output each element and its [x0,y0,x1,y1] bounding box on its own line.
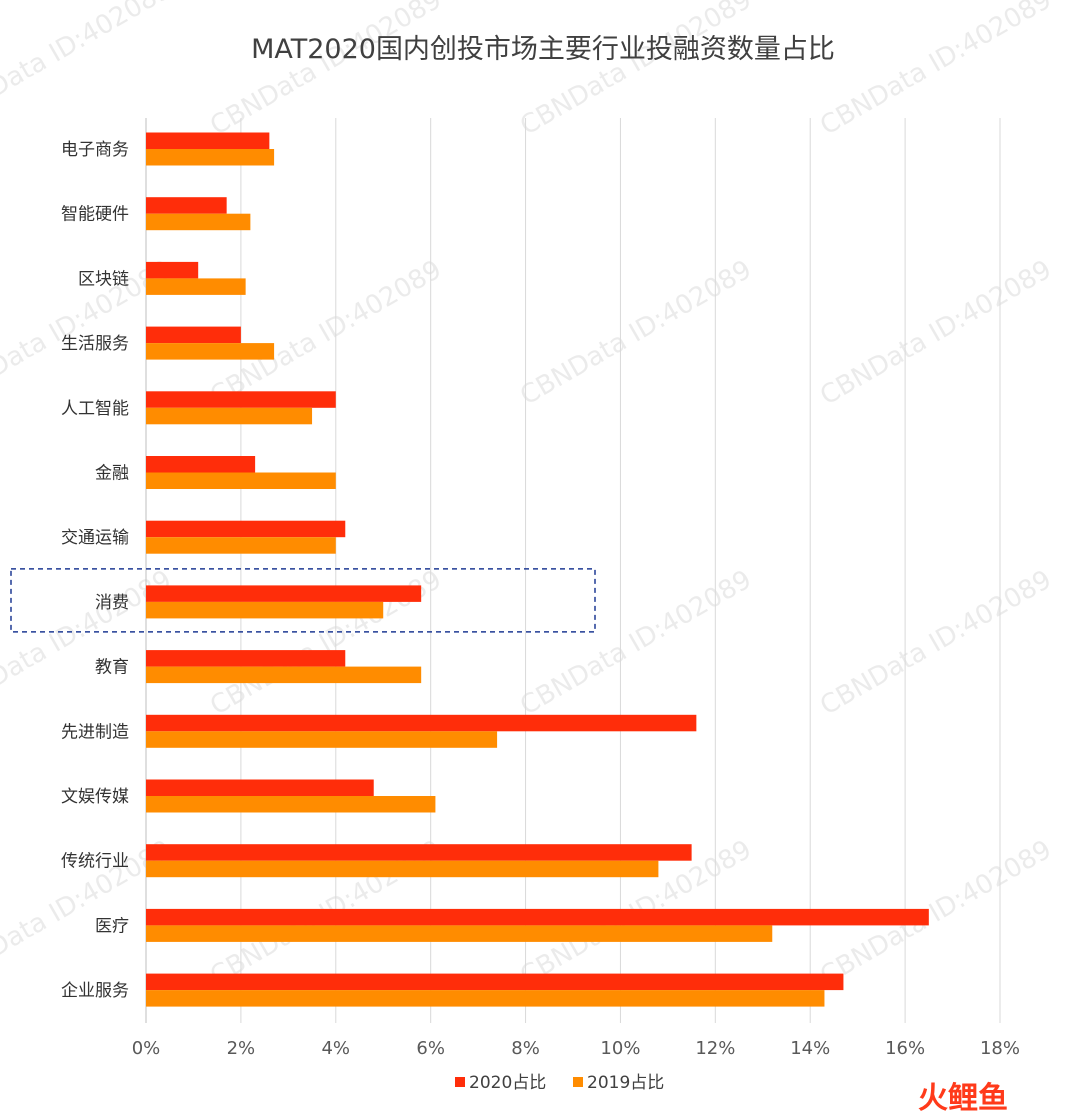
category-label: 消费 [95,593,129,613]
bar-2019 [146,731,498,748]
x-tick-label: 4% [321,1038,350,1059]
bar-2019 [146,666,422,684]
bar-2019 [146,796,436,813]
bar-2020 [146,520,346,538]
category-label: 生活服务 [61,334,129,354]
watermark-text: CBNData ID:402089 [0,0,177,131]
bar-2019 [146,925,773,942]
bar-2020 [146,326,241,344]
bar-2019 [146,278,246,295]
x-tick-label: 8% [511,1038,540,1059]
bar-2019 [146,860,659,878]
watermark-text: CBNData ID:402089 [815,0,1056,141]
chart-title: MAT2020国内创投市场主要行业投融资数量占比 [251,34,835,65]
x-tick-label: 14% [790,1038,830,1059]
bar-2019 [146,343,275,360]
bar-2020 [146,261,199,279]
x-tick-label: 2% [227,1038,256,1059]
watermark-text: CBNData ID:402089 [205,0,446,141]
bar-2020 [146,456,256,473]
x-tick-label: 18% [980,1038,1020,1059]
bar-2019 [146,601,384,619]
category-labels: 电子商务智能硬件区块链生活服务人工智能金融交通运输消费教育先进制造文娱传媒传统行… [61,140,129,1001]
category-label: 智能硬件 [61,205,129,225]
watermark-text: CBNData ID:402089 [515,255,756,412]
category-label: 传统行业 [61,852,129,872]
watermark-text: CBNData ID:402089 [815,565,1056,722]
bar-2020 [146,132,270,149]
bar-2019 [146,472,336,489]
bar-2019 [146,537,336,554]
watermark-text: CBNData ID:402089 [205,255,446,412]
gridlines [145,118,1001,1023]
bar-2020 [146,585,422,602]
bar-2020 [146,391,336,408]
watermark-text: CBNData ID:402089 [515,0,756,141]
bar-2020 [146,650,346,667]
bar-2020 [146,779,374,796]
category-label: 企业服务 [61,981,129,1001]
bar-2020 [146,973,844,991]
x-tick-label: 6% [416,1038,445,1059]
x-tick-label: 10% [600,1038,640,1059]
category-label: 文娱传媒 [61,787,129,807]
legend-label-2019: 2019占比 [587,1073,664,1093]
bar-2019 [146,149,275,166]
legend-swatch-2020 [455,1077,465,1087]
bar-2020 [146,197,227,214]
legend-swatch-2019 [573,1077,583,1087]
watermark-text: CBNData ID:402089 [815,255,1056,412]
x-axis-ticks: 0% 2% 4% 6% 8% 10% 12% 14% 16% 18% [132,1038,1020,1059]
watermark-text: CBNData ID:402089 [515,565,756,722]
x-tick-label: 12% [695,1038,735,1059]
bar-2019 [146,407,313,425]
category-label: 区块链 [78,269,129,289]
bar-2020 [146,908,929,926]
bar-2020 [146,844,692,861]
logo: 火鲤鱼 [918,1081,1008,1116]
logo-text: 火鲤鱼 [918,1081,1008,1116]
x-tick-label: 16% [885,1038,925,1059]
legend-label-2020: 2020占比 [469,1073,546,1093]
highlight-box [10,568,596,633]
bars [146,132,929,1007]
bar-2019 [146,990,825,1007]
category-label: 交通运输 [61,528,129,548]
category-label: 金融 [95,464,129,484]
category-label: 先进制造 [61,722,129,742]
category-label: 人工智能 [61,399,129,419]
category-label: 医疗 [95,916,129,936]
category-label: 电子商务 [61,140,129,160]
x-tick-label: 0% [132,1038,161,1059]
category-label: 教育 [95,658,129,678]
legend: 2020占比 2019占比 [455,1073,664,1093]
bar-2019 [146,213,251,231]
bar-2020 [146,714,697,732]
